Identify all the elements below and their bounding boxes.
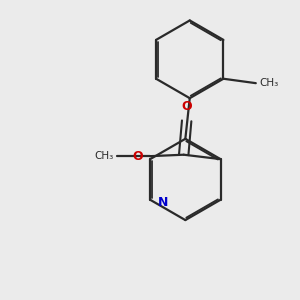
Text: CH₃: CH₃	[95, 151, 114, 161]
Text: O: O	[133, 150, 143, 163]
Text: CH₃: CH₃	[259, 78, 279, 88]
Text: N: N	[158, 196, 168, 209]
Text: O: O	[181, 100, 192, 113]
